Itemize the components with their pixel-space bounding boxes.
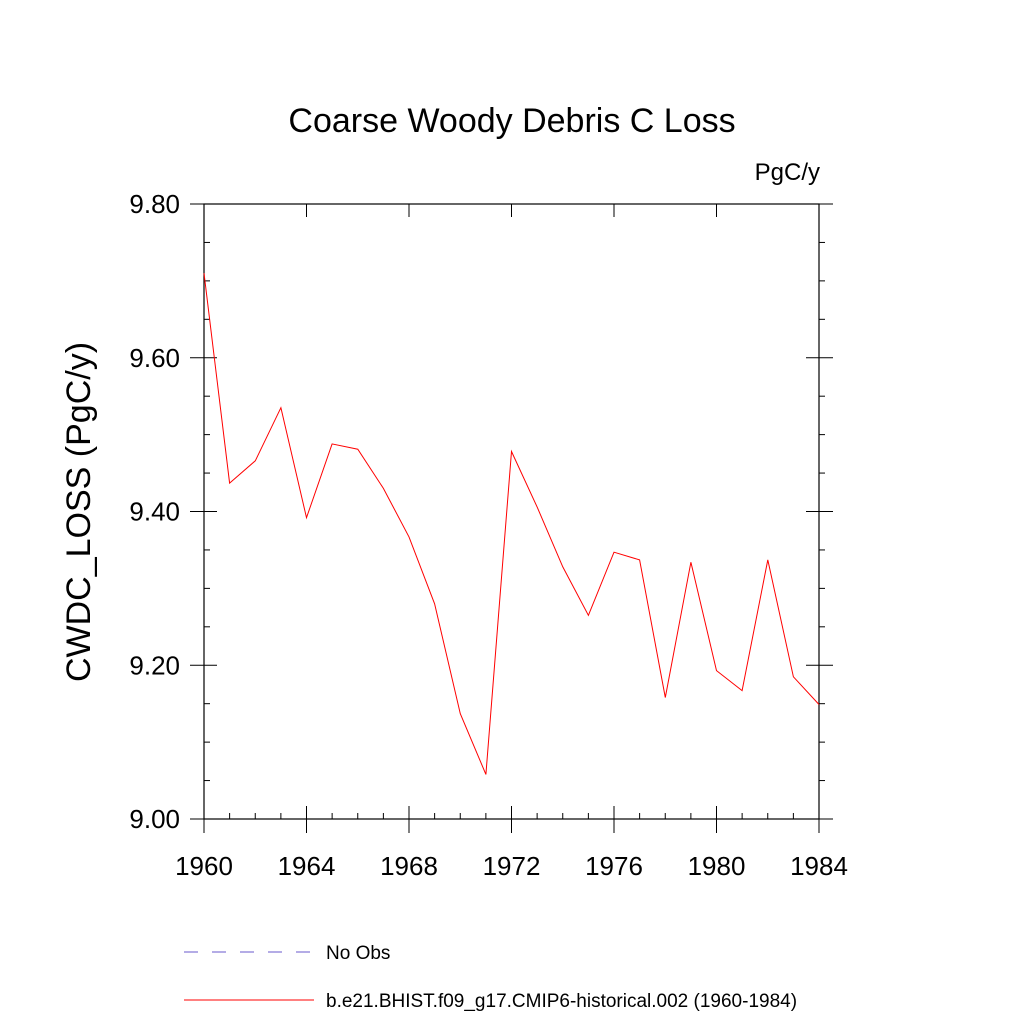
y-tick-label: 9.60 (129, 343, 180, 373)
x-tick-label: 1976 (585, 851, 643, 881)
x-tick-label: 1968 (380, 851, 438, 881)
x-tick-label: 1960 (175, 851, 233, 881)
legend: No Obs b.e21.BHIST.f09_g17.CMIP6-histori… (184, 943, 797, 1012)
units-label: PgC/y (755, 159, 820, 186)
y-tick-label: 9.40 (129, 497, 180, 527)
y-tick-label: 9.00 (129, 804, 180, 834)
series-layer (203, 273, 820, 775)
legend-label-no-obs: No Obs (326, 943, 390, 964)
x-tick-label: 1984 (790, 851, 848, 881)
series-line (203, 273, 820, 775)
x-tick-label: 1972 (483, 851, 541, 881)
plot-frame (203, 203, 820, 820)
x-tick-label: 1964 (278, 851, 336, 881)
legend-label-historical: b.e21.BHIST.f09_g17.CMIP6-historical.002… (326, 991, 797, 1012)
y-axis-label: CWDC_LOSS (PgC/y) (60, 342, 98, 682)
axes: 1960 1964 1968 1972 1976 1980 1984 9.00 9.20 9.40… (129, 189, 848, 881)
chart-title: Coarse Woody Debris C Loss (288, 102, 735, 140)
y-tick-label: 9.80 (129, 189, 180, 219)
x-tick-label: 1980 (688, 851, 746, 881)
y-tick-label: 9.20 (129, 650, 180, 680)
